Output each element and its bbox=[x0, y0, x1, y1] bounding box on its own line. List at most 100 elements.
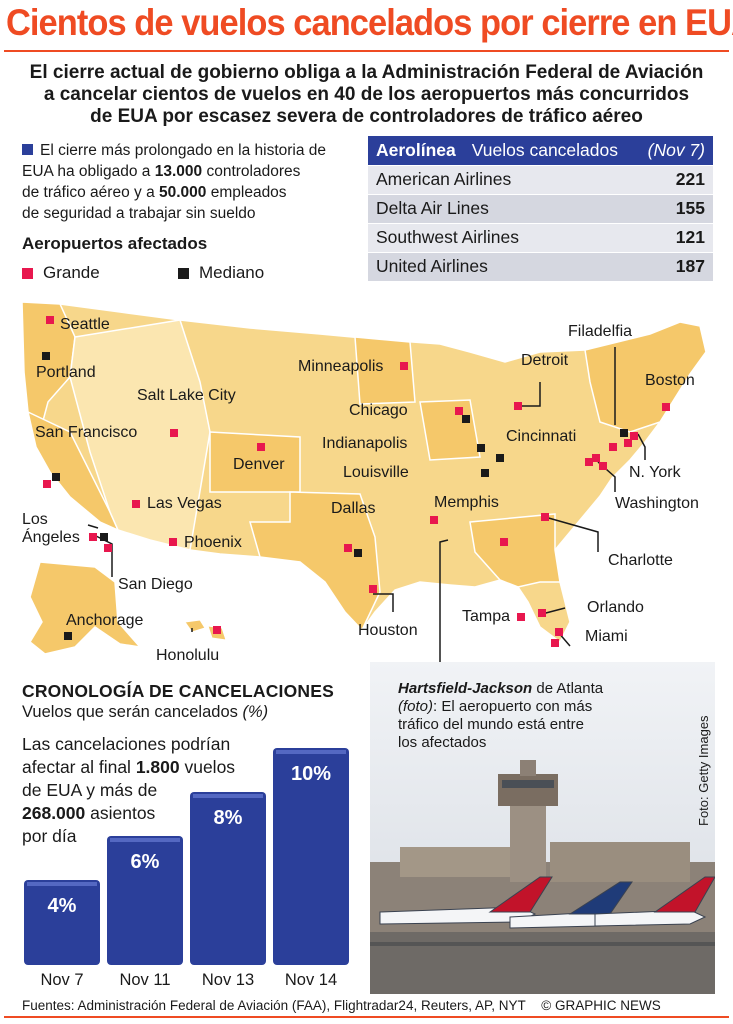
city-memphis: Memphis bbox=[434, 494, 499, 511]
us-map-svg bbox=[21, 301, 707, 667]
bullet-square-icon bbox=[22, 144, 33, 155]
marker-minneapolis bbox=[400, 362, 408, 370]
alaska-shape bbox=[29, 561, 142, 655]
legend-title: Aeropuertos afectados bbox=[22, 234, 208, 253]
state-southeast bbox=[469, 513, 561, 588]
marker-washington-3 bbox=[599, 462, 607, 470]
chart-bar-highlight bbox=[27, 882, 97, 886]
marker-lasvegas bbox=[132, 500, 140, 508]
marker-atlanta bbox=[500, 538, 508, 546]
airport-photo bbox=[370, 662, 715, 994]
subtitle: El cierre actual de gobierno obliga a la… bbox=[10, 62, 723, 128]
city-nyork: N. York bbox=[629, 464, 681, 481]
marker-sanfrancisco bbox=[43, 480, 51, 488]
marker-portland bbox=[42, 352, 50, 360]
flights-value: 121 bbox=[653, 222, 713, 252]
timeline-note: Las cancelaciones podrían afectar al fin… bbox=[22, 734, 236, 846]
city-miami: Miami bbox=[585, 628, 628, 645]
header-flights: Vuelos cancelados bbox=[471, 139, 619, 160]
city-boston: Boston bbox=[645, 372, 695, 389]
source-line: Fuentes: Administración Federal de Aviac… bbox=[22, 998, 722, 1013]
table-row: American Airlines 221 bbox=[368, 164, 713, 194]
chart-bar bbox=[190, 792, 266, 965]
marker-nyork-1 bbox=[620, 429, 628, 437]
city-portland: Portland bbox=[36, 364, 96, 381]
chart-bar bbox=[107, 836, 183, 965]
marker-cincinnati bbox=[496, 454, 504, 462]
city-las-vegas: Las Vegas bbox=[147, 495, 222, 512]
city-san-francisco: San Francisco bbox=[35, 424, 138, 441]
city-san-diego: San Diego bbox=[118, 576, 193, 593]
state-california bbox=[26, 410, 120, 532]
table-row: Southwest Airlines 121 bbox=[368, 222, 713, 252]
city-tampa: Tampa bbox=[462, 608, 511, 625]
city-denver: Denver bbox=[233, 456, 285, 473]
marker-dallas bbox=[344, 544, 352, 552]
city-filadelfia: Filadelfia bbox=[568, 323, 633, 340]
leader-lines bbox=[87, 347, 646, 667]
controllers-count: 13.000 bbox=[154, 163, 203, 180]
page-title: Cientos de vuelos cancelados por cierre … bbox=[6, 2, 733, 43]
state-minnesota bbox=[354, 336, 416, 405]
marker-honolulu bbox=[213, 626, 221, 634]
header-airline: Aerolínea bbox=[376, 139, 456, 160]
table-row: Delta Air Lines 155 bbox=[368, 193, 713, 223]
airline-name: Southwest Airlines bbox=[368, 222, 653, 252]
city-louisville: Louisville bbox=[343, 464, 409, 481]
state-texas bbox=[249, 491, 381, 632]
table-header: Aerolínea Vuelos cancelados (Nov 7) bbox=[368, 136, 713, 165]
city-seattle: Seattle bbox=[60, 316, 110, 333]
marker-sandiego bbox=[104, 544, 112, 552]
chart-bar bbox=[24, 880, 100, 965]
marker-saltlake bbox=[170, 429, 178, 437]
marker-phoenix bbox=[169, 538, 177, 546]
legend-medium: Mediano bbox=[178, 263, 264, 283]
large-square-icon bbox=[22, 267, 33, 279]
timeline-title: CRONOLOGÍA DE CANCELACIONES bbox=[22, 681, 334, 701]
airline-name: United Airlines bbox=[368, 251, 653, 281]
marker-filadelfia bbox=[609, 443, 617, 451]
city-dallas: Dallas bbox=[331, 500, 376, 517]
chart-bar bbox=[273, 748, 349, 965]
chart-bar-highlight bbox=[276, 750, 346, 754]
chart-value-label: 10% bbox=[291, 763, 331, 785]
marker-dallas-medium bbox=[354, 549, 362, 557]
marker-miami-1 bbox=[555, 628, 563, 636]
table-row: United Airlines 187 bbox=[368, 251, 713, 281]
marker-charlotte bbox=[541, 513, 549, 521]
marker-la bbox=[89, 533, 97, 541]
chart-value-label: 4% bbox=[48, 895, 77, 917]
marker-washington-1 bbox=[585, 458, 593, 466]
header-date: (Nov 7) bbox=[647, 139, 705, 160]
state-midwest bbox=[419, 399, 481, 461]
city-detroit: Detroit bbox=[521, 352, 569, 369]
flights-value: 187 bbox=[653, 251, 713, 281]
state-mountain bbox=[69, 319, 211, 551]
timeline-subtitle: Vuelos que serán cancelados (%) bbox=[22, 703, 269, 721]
city-salt-lake: Salt Lake City bbox=[137, 387, 236, 404]
subtitle-line-3: de EUA por escasez severa de controlador… bbox=[90, 106, 643, 127]
legend-large: Grande bbox=[22, 263, 100, 283]
marker-seattle bbox=[46, 316, 54, 324]
title-rule bbox=[4, 50, 729, 52]
marker-houston bbox=[369, 585, 377, 593]
brand: © GRAPHIC NEWS bbox=[541, 998, 661, 1013]
airline-name: American Airlines bbox=[368, 164, 653, 194]
city-orlando: Orlando bbox=[587, 599, 644, 616]
total-seats: 268.000 bbox=[22, 803, 86, 823]
subtitle-line-1: El cierre actual de gobierno obliga a la… bbox=[29, 62, 704, 83]
marker-louisville bbox=[481, 469, 489, 477]
airline-table: Aerolínea Vuelos cancelados (Nov 7) Ameri… bbox=[368, 136, 713, 281]
marker-sf-oakland bbox=[52, 473, 60, 481]
chart-ground bbox=[0, 965, 370, 995]
marker-tampa bbox=[517, 613, 525, 621]
city-phoenix: Phoenix bbox=[184, 534, 242, 551]
marker-orlando bbox=[538, 609, 546, 617]
marker-boston bbox=[662, 403, 670, 411]
chart-bar-highlight bbox=[110, 838, 180, 842]
airport-photo-illustration bbox=[370, 662, 715, 994]
city-indianapolis: Indianapolis bbox=[322, 435, 408, 452]
chart-category-label: Nov 11 bbox=[119, 971, 170, 989]
photo-credit: Foto: Getty Images bbox=[696, 715, 711, 826]
total-flights: 1.800 bbox=[135, 757, 180, 777]
